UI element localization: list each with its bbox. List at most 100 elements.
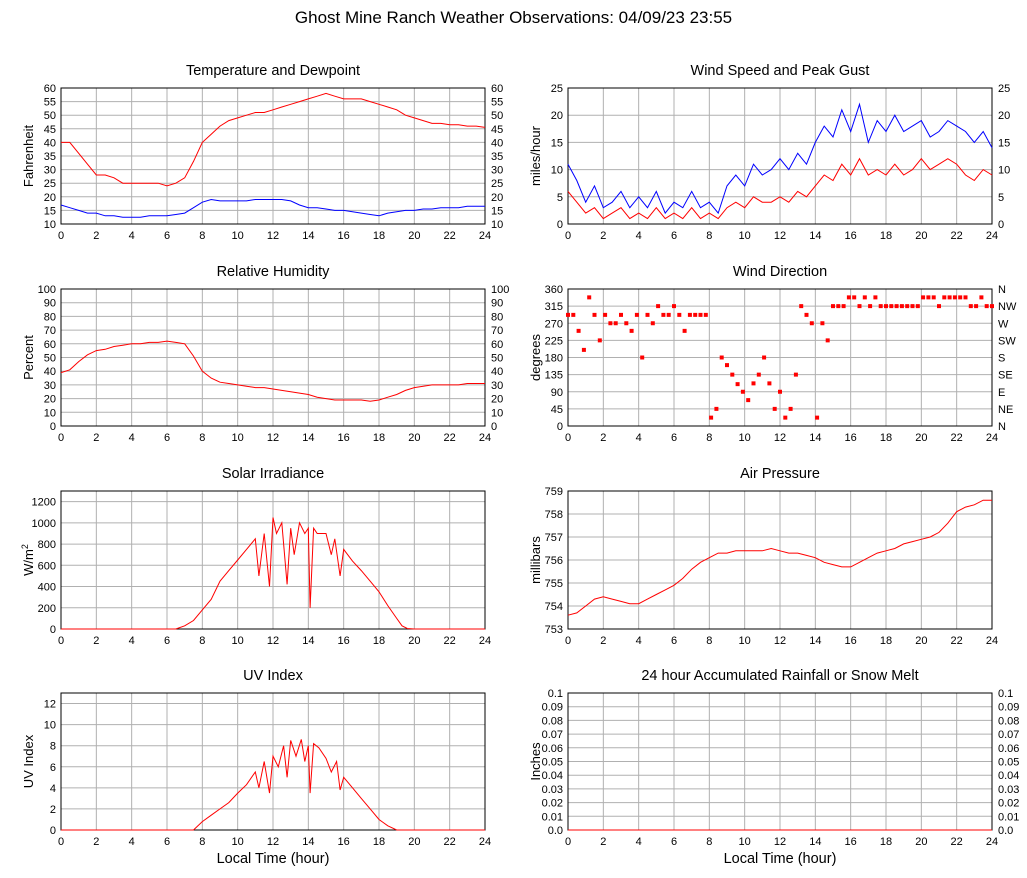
x-tick-label: 18 [880,836,892,848]
right-y-tick-label: 60 [491,339,503,351]
data-point [889,304,894,309]
data-point [958,295,963,300]
x-tick-label: 4 [129,836,135,848]
x-tick-label: 20 [915,230,927,242]
data-point [571,312,576,317]
x-tick-label: 6 [164,432,170,444]
y-tick-label: 0.05 [542,757,563,769]
x-tick-label: 4 [636,836,642,848]
x-tick-label: 0 [58,230,64,242]
data-point [921,295,926,300]
right-y-tick-label: 0.04 [998,770,1019,782]
data-point [624,321,629,326]
x-tick-label: 22 [444,635,456,647]
data-point [613,321,618,326]
plot-frame [567,87,993,225]
chart-rain: 24 hour Accumulated Rainfall or Snow Mel… [528,668,1019,867]
y-tick-label: 60 [44,339,56,351]
right-y-tick-label: 80 [491,311,503,323]
data-point [979,295,984,300]
plot-frame [60,87,486,225]
x-tick-label: 18 [880,432,892,444]
x-tick-label: 16 [845,836,857,848]
data-point [899,304,904,309]
right-y-tick-label: W [998,318,1009,330]
x-tick-label: 2 [93,635,99,647]
data-point [740,389,745,394]
x-tick-label: 14 [302,635,314,647]
x-tick-label: 2 [93,230,99,242]
x-tick-label: 16 [845,432,857,444]
data-point [597,338,602,343]
right-y-tick-label: 40 [491,366,503,378]
y-tick-label: 0.1 [548,688,563,700]
y-tick-label: 753 [545,624,563,636]
x-tick-label: 24 [479,432,491,444]
x-tick-label: 22 [951,432,963,444]
data-point [873,295,878,300]
data-point [990,304,994,309]
right-y-tick-label: 15 [998,137,1010,149]
data-point [841,304,846,309]
chart-title: Solar Irradiance [222,466,324,482]
x-axis-label: Local Time (hour) [724,851,837,867]
x-tick-label: 10 [232,230,244,242]
y-tick-label: 25 [551,83,563,95]
right-y-tick-label: 10 [998,165,1010,177]
x-tick-label: 20 [915,432,927,444]
x-tick-label: 6 [164,836,170,848]
y-tick-label: 2 [50,804,56,816]
data-point [576,328,581,333]
y-axis-label: UV Index [21,734,36,788]
x-tick-label: 4 [129,635,135,647]
data-point [809,321,814,326]
x-tick-label: 16 [338,230,350,242]
y-tick-label: 0 [50,624,56,636]
x-tick-label: 0 [565,432,571,444]
right-y-tick-label: 35 [491,151,503,163]
data-point [926,295,931,300]
y-tick-label: 45 [44,124,56,136]
data-point [677,312,682,317]
page-title: Ghost Mine Ranch Weather Observations: 0… [294,8,733,27]
y-tick-label: 60 [44,83,56,95]
x-tick-label: 10 [739,836,751,848]
data-point [984,304,989,309]
unit-superscript: 2 [20,544,30,549]
x-tick-label: 14 [809,635,821,647]
right-y-tick-label: 0.08 [998,715,1019,727]
y-tick-label: 25 [44,178,56,190]
x-tick-label: 16 [338,635,350,647]
data-point [852,295,857,300]
y-axis-label: miles/hour [528,125,543,186]
right-y-tick-label: N [998,284,1006,296]
x-tick-label: 22 [951,230,963,242]
x-tick-label: 0 [58,432,64,444]
x-axis-label: Local Time (hour) [217,851,330,867]
y-tick-label: 0.01 [542,811,563,823]
x-tick-label: 4 [129,230,135,242]
data-point [645,312,650,317]
right-y-tick-label: N [998,421,1006,433]
plot-frame [60,692,486,831]
data-point [963,295,968,300]
plot-frame [60,490,486,630]
data-point [968,304,973,309]
right-y-tick-label: 55 [491,97,503,109]
data-point [878,304,883,309]
right-y-tick-label: NE [998,404,1013,416]
x-tick-label: 0 [565,836,571,848]
data-point [693,312,698,317]
y-tick-label: 12 [44,699,56,711]
chart-title: Air Pressure [740,466,820,482]
y-tick-label: 0 [557,219,563,231]
right-y-tick-label: 10 [491,407,503,419]
data-point [725,363,729,368]
x-tick-label: 20 [915,836,927,848]
x-tick-label: 8 [706,836,712,848]
x-tick-label: 2 [93,836,99,848]
chart-title: Wind Speed and Peak Gust [691,63,870,79]
y-tick-label: 20 [44,192,56,204]
